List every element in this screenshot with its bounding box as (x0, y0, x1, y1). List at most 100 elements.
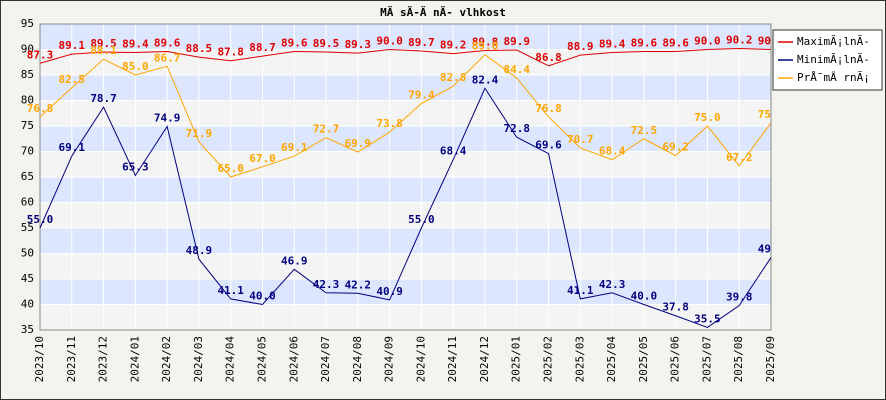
x-tick-label: 2025/04 (605, 336, 618, 383)
legend-label: MinimÃ¡lnÃ- (797, 53, 870, 66)
data-label: 89.9 (503, 35, 530, 48)
band (40, 75, 771, 101)
data-label: 84.4 (503, 63, 530, 76)
data-label: 89.3 (345, 38, 372, 51)
x-tick-label: 2025/08 (732, 336, 745, 382)
data-label: 88.5 (186, 42, 213, 55)
data-label: 72.5 (631, 124, 658, 137)
x-tick-label: 2024/09 (383, 336, 396, 382)
y-tick-label: 35 (21, 323, 34, 336)
data-label: 82.5 (59, 73, 86, 86)
data-label: 75.6 (758, 108, 785, 121)
y-tick-label: 70 (21, 145, 34, 158)
y-tick-label: 40 (21, 298, 34, 311)
data-label: 40.0 (249, 290, 276, 303)
x-tick-label: 2024/07 (319, 336, 332, 382)
band (40, 177, 771, 203)
y-tick-label: 65 (21, 170, 34, 183)
y-tick-label: 90 (21, 43, 34, 56)
data-label: 65.3 (122, 160, 149, 173)
data-label: 40.0 (631, 290, 658, 303)
data-label: 88.7 (249, 41, 276, 54)
data-label: 89.7 (408, 36, 435, 49)
data-label: 86.8 (535, 51, 562, 64)
data-label: 69.6 (535, 139, 562, 152)
data-label: 42.3 (313, 278, 340, 291)
x-tick-label: 2023/10 (33, 336, 46, 382)
data-label: 71.9 (186, 127, 213, 140)
x-tick-label: 2023/11 (65, 336, 78, 382)
data-label: 78.7 (90, 92, 117, 105)
x-tick-label: 2025/05 (637, 336, 650, 382)
x-tick-label: 2024/02 (160, 336, 173, 382)
x-tick-label: 2025/06 (669, 336, 682, 382)
x-tick-label: 2024/03 (192, 336, 205, 382)
data-label: 65.0 (217, 162, 244, 175)
data-label: 90.0 (376, 35, 403, 48)
x-tick-label: 2025/01 (510, 336, 523, 382)
data-label: 82.4 (472, 73, 499, 86)
data-label: 88.9 (567, 40, 594, 53)
data-label: 89.5 (90, 37, 117, 50)
data-label: 69.9 (345, 137, 372, 150)
data-label: 76.8 (27, 102, 54, 115)
data-label: 68.4 (599, 145, 626, 158)
data-label: 69.1 (59, 141, 86, 154)
x-tick-label: 2024/05 (255, 336, 268, 382)
band (40, 24, 771, 50)
legend-label: MaximÃ¡lnÃ- (797, 35, 870, 48)
series-line (39, 47, 771, 67)
data-label: 89.6 (154, 37, 181, 50)
data-label: 72.7 (313, 123, 340, 136)
data-label: 85.0 (122, 60, 149, 73)
data-label: 89.4 (599, 38, 626, 51)
data-label: 89.4 (122, 38, 149, 51)
data-label: 67.0 (249, 152, 276, 165)
data-label: 69.2 (662, 141, 689, 154)
data-label: 55.0 (27, 213, 54, 226)
band (40, 126, 771, 152)
y-tick-label: 80 (21, 94, 34, 107)
data-label: 67.2 (726, 151, 753, 164)
data-label: 46.9 (281, 254, 308, 267)
data-label: 82.8 (440, 71, 467, 84)
plot-border (39, 23, 772, 331)
data-label: 90.0 (694, 35, 721, 48)
data-label: 89.2 (440, 39, 467, 52)
data-label: 42.3 (599, 278, 626, 291)
x-tick-label: 2024/04 (224, 336, 237, 383)
data-label: 69.1 (281, 141, 308, 154)
data-label: 87.3 (27, 48, 54, 61)
y-tick-label: 45 (21, 272, 34, 285)
data-label: 89.6 (662, 37, 689, 50)
data-label: 86.7 (154, 51, 181, 64)
chart-title: MÄ sÃ-Ä nÃ- vlhkost (380, 5, 506, 19)
x-tick-label: 2024/11 (446, 336, 459, 382)
x-tick-label: 2024/12 (478, 336, 491, 382)
data-label: 79.4 (408, 89, 435, 102)
x-tick-label: 2025/07 (700, 336, 713, 382)
data-label: 90.2 (726, 33, 753, 46)
data-label: 48.9 (186, 244, 213, 257)
data-label: 39.8 (726, 291, 753, 304)
data-label: 41.1 (217, 284, 244, 297)
data-label: 74.9 (154, 112, 181, 125)
x-tick-label: 2025/02 (542, 336, 555, 382)
y-tick-label: 85 (21, 68, 34, 81)
data-label: 89.6 (631, 37, 658, 50)
data-label: 88.1 (90, 44, 117, 57)
band (40, 228, 771, 254)
y-tick-label: 50 (21, 247, 34, 260)
y-tick-label: 95 (21, 17, 34, 30)
data-label: 35.5 (694, 312, 721, 325)
band (40, 279, 771, 305)
x-tick-label: 2025/03 (573, 336, 586, 382)
y-tick-label: 60 (21, 196, 34, 209)
legend-label: PrÅ¯mÄ rnÃ¡ (797, 71, 870, 84)
data-label: 89.0 (472, 40, 499, 53)
data-label: 70.7 (567, 133, 594, 146)
data-label: 89.6 (281, 37, 308, 50)
data-label: 37.8 (662, 301, 689, 314)
data-label: 49.2 (758, 243, 785, 256)
